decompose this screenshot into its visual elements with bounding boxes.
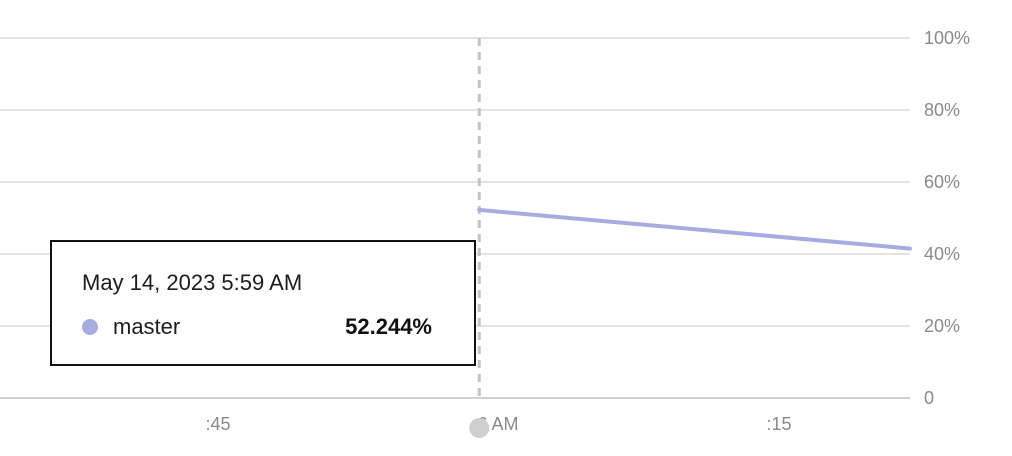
series-group — [477, 207, 912, 251]
tooltip-date: May 14, 2023 5:59 AM — [82, 270, 303, 295]
y-tick-label: 20% — [924, 316, 960, 336]
crosshair-handle[interactable] — [469, 418, 490, 438]
y-tick-label: 100% — [924, 28, 970, 48]
tooltip-series-name: master — [113, 314, 181, 339]
y-tick-label: 60% — [924, 172, 960, 192]
series-line-master — [477, 207, 912, 251]
tooltip-series-marker — [82, 319, 98, 335]
tooltip: May 14, 2023 5:59 AM master 52.244% — [50, 240, 476, 366]
tooltip-series-value: 52.244% — [345, 314, 432, 339]
y-axis-ticks: 0 20% 40% 60% 80% 100% — [924, 28, 970, 408]
x-axis-ticks: :45 6 AM:15 — [205, 414, 791, 434]
y-tick-label: 40% — [924, 244, 960, 264]
y-tick-label: 80% — [924, 100, 960, 120]
x-tick-label: :15 — [766, 414, 791, 434]
y-tick-label: 0 — [924, 388, 934, 408]
x-tick-label: :45 — [205, 414, 230, 434]
